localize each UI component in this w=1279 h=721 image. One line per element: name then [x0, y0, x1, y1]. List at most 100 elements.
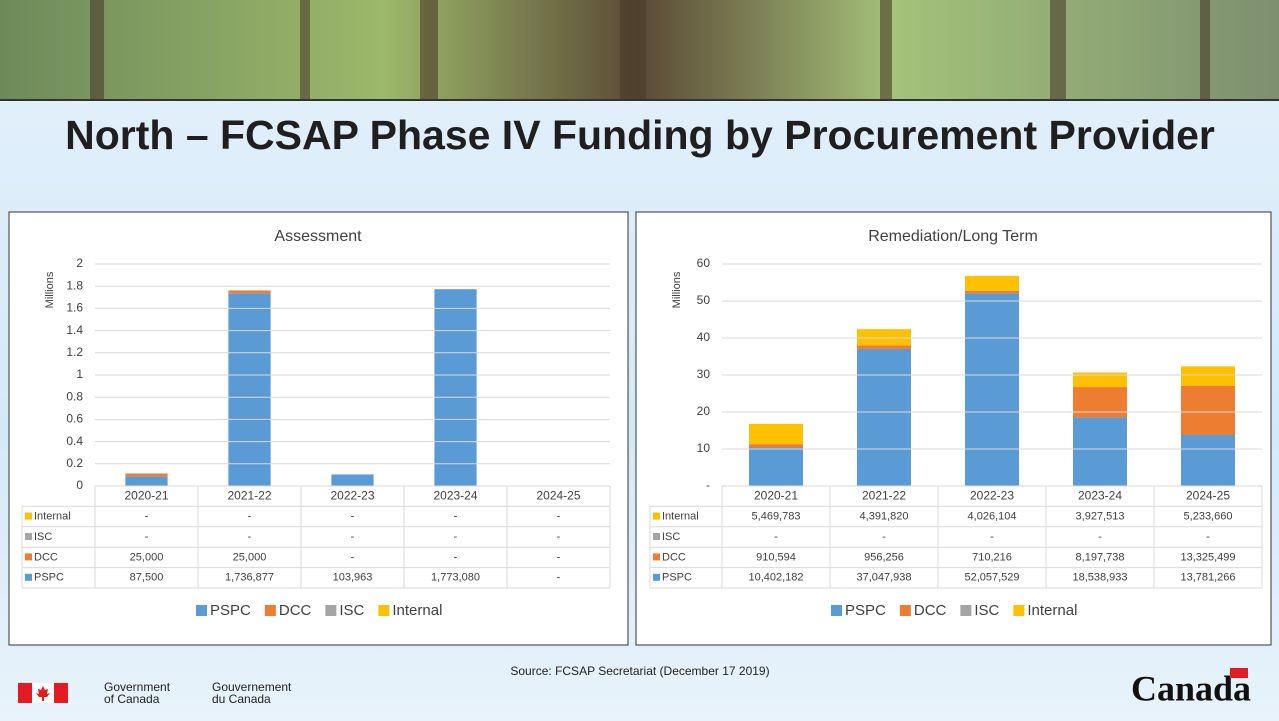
table-value: 8,197,738	[1076, 551, 1125, 563]
y-tick-label: 0.6	[66, 412, 83, 426]
legend-label: DCC	[279, 602, 312, 619]
table-value: -	[1098, 531, 1102, 543]
x-tick-label: 2022-23	[970, 488, 1014, 502]
table-value: 4,391,820	[860, 511, 909, 523]
bar-segment	[749, 444, 803, 448]
table-value: -	[774, 531, 778, 543]
legend-swatch	[196, 605, 207, 616]
table-value: -	[145, 531, 149, 543]
table-swatch	[653, 533, 660, 540]
table-value: 910,594	[756, 551, 796, 563]
y-tick-label: 0.2	[66, 456, 83, 470]
panel-right	[635, 211, 1272, 646]
wordmark-flag	[1230, 668, 1248, 678]
y-tick-label: 2	[76, 256, 83, 270]
bars	[125, 289, 477, 486]
panel-left	[8, 211, 629, 646]
bar-segment	[965, 293, 1019, 486]
x-tick-label: 2021-22	[227, 488, 271, 502]
bar-segment	[749, 447, 803, 486]
y-tick-label: 60	[697, 256, 711, 270]
x-tick-label: 2024-25	[536, 488, 580, 502]
table-value: 87,500	[130, 572, 164, 584]
legend-swatch	[899, 605, 911, 616]
table-value: 710,216	[972, 551, 1012, 563]
x-tick-label: 2023-24	[1078, 488, 1122, 502]
table-value: 5,469,783	[752, 511, 801, 523]
bar-segment	[331, 474, 374, 486]
bar-segment	[857, 345, 911, 349]
table-swatch	[25, 533, 32, 540]
table-value: -	[557, 572, 561, 584]
table-value: -	[1206, 531, 1210, 543]
y-tick-label: 1	[76, 367, 83, 381]
y-tick-label: 1.2	[66, 345, 83, 359]
y-tick-label: 50	[697, 293, 711, 307]
legend-swatch	[1013, 605, 1025, 616]
y-axis-label: Millions	[44, 271, 56, 308]
table-value: -	[351, 531, 355, 543]
bar-segment	[749, 423, 803, 445]
chart-title: Assessment	[274, 228, 362, 245]
y-axis-label: Millions	[671, 271, 683, 308]
bar-segment	[1181, 366, 1235, 386]
slide-title: North – FCSAP Phase IV Funding by Procur…	[65, 112, 1215, 158]
bar-segment	[965, 275, 1019, 291]
legend-swatch	[831, 605, 842, 616]
table-value: -	[351, 551, 355, 563]
legend-swatch	[264, 605, 276, 616]
source-note: Source: FCSAP Secretariat (December 17 2…	[510, 664, 769, 678]
table-value: 1,773,080	[431, 572, 480, 584]
legend-label: PSPC	[845, 602, 886, 619]
bar-segment	[125, 476, 168, 486]
gov-fr: Gouvernement	[212, 680, 292, 694]
x-tick-label: 2020-21	[124, 488, 168, 502]
table-value: 18,538,933	[1072, 572, 1127, 584]
tree-trunks	[90, 0, 1210, 100]
y-tick-label: 20	[697, 404, 711, 418]
table-value: 25,000	[233, 551, 267, 563]
bar-segment	[228, 293, 271, 486]
legend-swatch	[960, 605, 972, 616]
table-value: -	[990, 531, 994, 543]
y-tick-label: 10	[697, 441, 711, 455]
table-value: 5,233,660	[1184, 511, 1233, 523]
y-tick-label: 40	[697, 330, 711, 344]
table-value: -	[882, 531, 886, 543]
legend-label: Internal	[1027, 602, 1077, 619]
table-swatch	[25, 512, 32, 520]
y-tick-label: 1.6	[66, 301, 83, 315]
flag	[18, 683, 68, 703]
table-value: -	[557, 531, 561, 543]
x-tick-label: 2023-24	[433, 488, 477, 502]
table-value: 3,927,513	[1076, 511, 1125, 523]
bar-segment	[1073, 387, 1127, 418]
table-row-label: Internal	[662, 511, 699, 523]
table-row-label: PSPC	[662, 572, 692, 584]
table-value: -	[454, 531, 458, 543]
table-row-label: DCC	[662, 551, 686, 563]
table-row-label: PSPC	[34, 572, 64, 584]
y-tick-label: 0.4	[66, 434, 83, 448]
gov-en: of Canada	[104, 692, 160, 706]
x-tick-label: 2020-21	[754, 488, 798, 502]
bar-segment	[1181, 385, 1235, 436]
table-swatch	[653, 512, 660, 520]
legend-label: DCC	[914, 602, 947, 619]
table-value: -	[557, 551, 561, 563]
gov-fr: du Canada	[212, 692, 271, 706]
y-tick-label: 0	[76, 478, 83, 492]
table-value: 37,047,938	[856, 572, 911, 584]
table-value: 4,026,104	[968, 511, 1017, 523]
table-value: 956,256	[864, 551, 904, 563]
y-tick-label: 1.4	[66, 323, 83, 337]
table-swatch	[653, 573, 660, 581]
y-tick-label: 0.8	[66, 389, 83, 403]
table-row-label: Internal	[34, 511, 71, 523]
x-tick-label: 2022-23	[330, 488, 374, 502]
table-value: 1,736,877	[225, 572, 274, 584]
table-value: -	[145, 511, 149, 523]
table-value: 13,325,499	[1180, 551, 1235, 563]
